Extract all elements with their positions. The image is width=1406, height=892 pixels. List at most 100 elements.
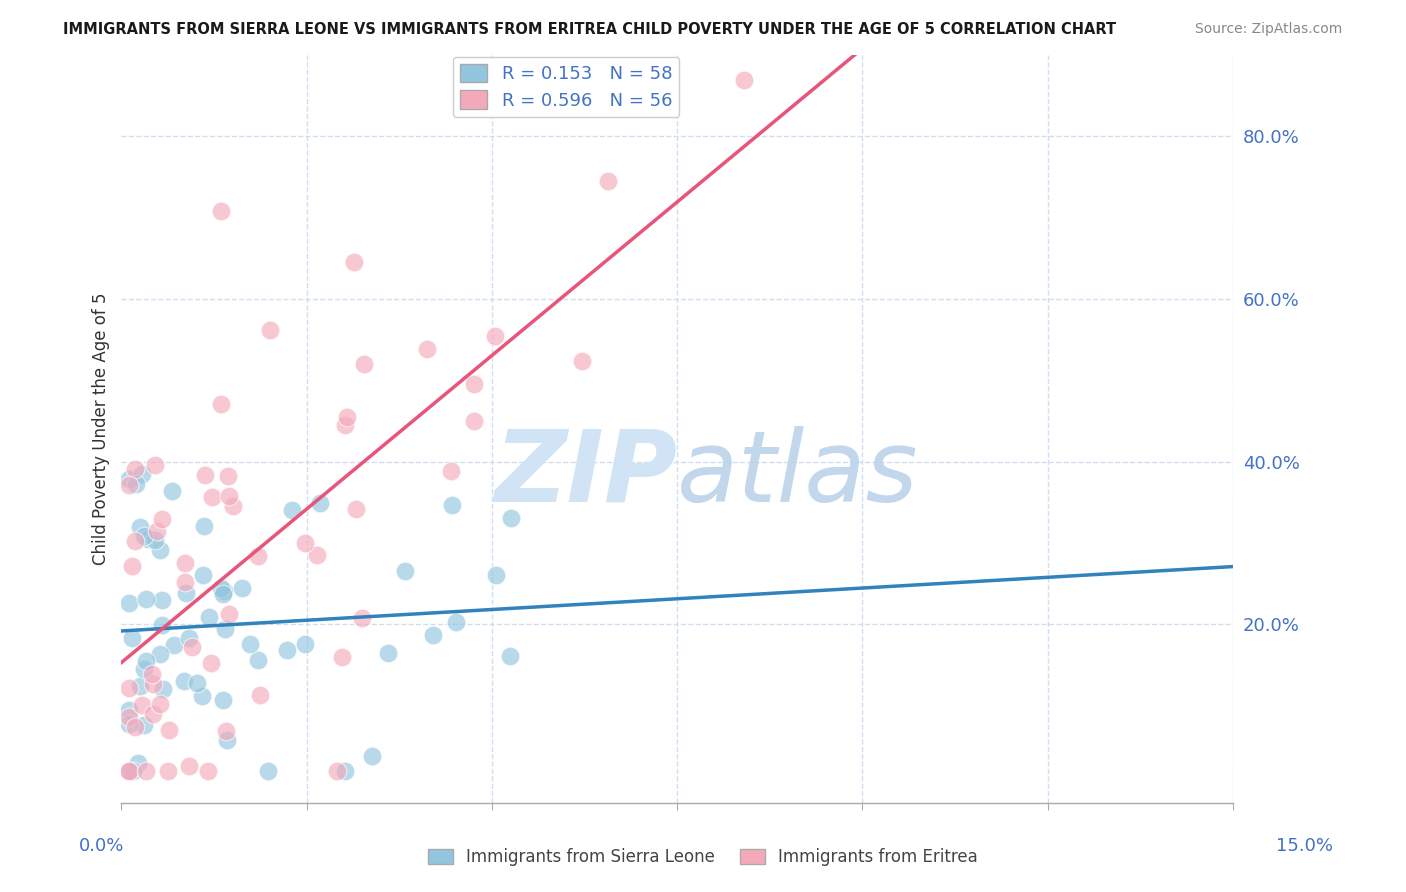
Point [194,468,217,483]
Point [218,489,240,503]
Point [214,724,236,739]
Point [149,697,172,711]
Point [377,646,399,660]
Point [135,654,157,668]
Point [149,542,172,557]
Point [214,622,236,636]
Point [344,501,367,516]
Point [215,733,238,747]
Point [143,458,166,473]
Legend: Immigrants from Sierra Leone, Immigrants from Eritrea: Immigrants from Sierra Leone, Immigrants… [422,842,984,873]
Point [499,511,522,525]
Point [201,490,224,504]
Point [177,759,200,773]
Point [142,676,165,690]
Point [132,717,155,731]
Point [150,512,173,526]
Point [118,764,141,778]
Point [118,703,141,717]
Point [135,764,157,778]
Point [127,756,149,770]
Point [281,503,304,517]
Point [118,716,141,731]
Point [422,628,444,642]
Point [221,499,243,513]
Point [124,720,146,734]
Point [131,698,153,713]
Point [463,376,485,391]
Point [150,617,173,632]
Point [125,476,148,491]
Point [333,764,356,778]
Point [200,656,222,670]
Text: 15.0%: 15.0% [1277,837,1333,855]
Point [146,524,169,538]
Point [118,596,141,610]
Point [440,498,463,512]
Point [118,478,141,492]
Point [217,468,239,483]
Point [118,681,141,696]
Point [571,354,593,368]
Point [152,682,174,697]
Point [209,204,232,219]
Point [256,764,278,778]
Point [209,581,232,595]
Point [157,723,180,738]
Point [394,564,416,578]
Point [149,647,172,661]
Point [142,706,165,721]
Point [209,397,232,411]
Point [499,648,522,663]
Point [136,532,159,546]
Point [212,693,235,707]
Point [231,581,253,595]
Legend: R = 0.153   N = 58, R = 0.596   N = 56: R = 0.153 N = 58, R = 0.596 N = 56 [453,57,679,117]
Point [330,649,353,664]
Point [141,667,163,681]
Point [186,676,208,690]
Point [343,255,366,269]
Point [173,673,195,688]
Point [118,764,141,778]
Point [131,467,153,481]
Point [350,611,373,625]
Point [173,556,195,570]
Point [173,574,195,589]
Point [190,689,212,703]
Point [309,496,332,510]
Point [360,748,382,763]
Point [444,615,467,629]
Point [121,558,143,573]
Point [193,519,215,533]
Text: 0.0%: 0.0% [79,837,124,855]
Point [440,464,463,478]
Point [150,592,173,607]
Point [156,764,179,778]
Point [118,472,141,486]
Point [259,323,281,337]
Point [249,688,271,702]
Point [353,357,375,371]
Point [121,632,143,646]
Point [294,637,316,651]
Y-axis label: Child Poverty Under the Age of 5: Child Poverty Under the Age of 5 [93,293,110,566]
Point [124,533,146,548]
Point [211,587,233,601]
Text: ZIP: ZIP [495,425,678,523]
Point [124,462,146,476]
Point [336,409,359,424]
Point [191,567,214,582]
Text: atlas: atlas [678,425,920,523]
Point [463,414,485,428]
Point [484,329,506,343]
Point [197,764,219,778]
Point [179,631,201,645]
Point [596,174,619,188]
Point [174,586,197,600]
Point [162,638,184,652]
Point [181,640,204,655]
Point [294,535,316,549]
Point [118,709,141,723]
Point [121,764,143,778]
